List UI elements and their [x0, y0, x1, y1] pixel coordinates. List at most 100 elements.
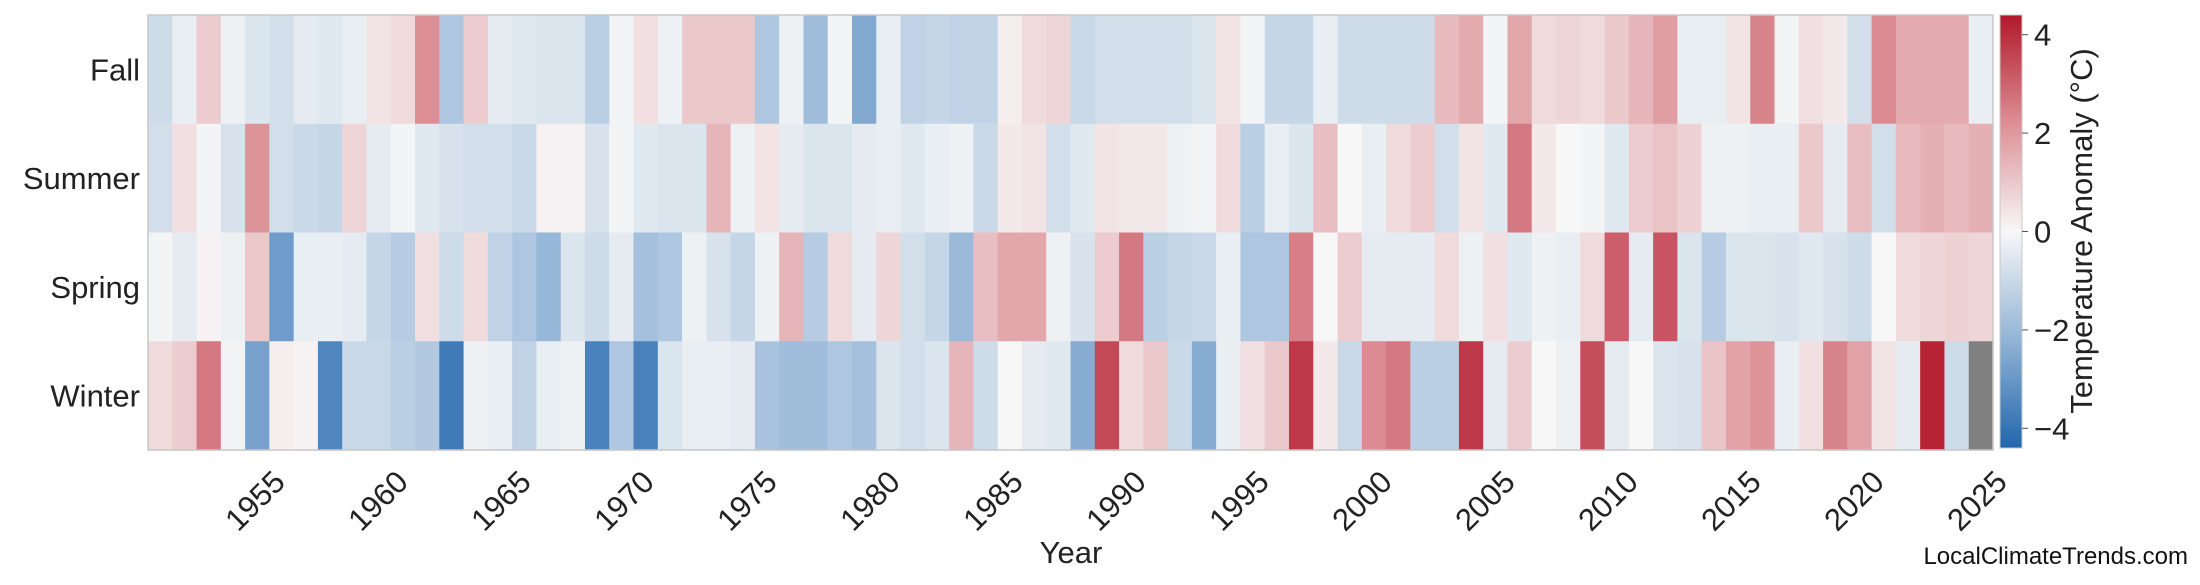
heatmap-cell	[293, 15, 319, 125]
heatmap-cell	[415, 123, 440, 234]
heatmap-cell	[1216, 341, 1242, 451]
heatmap-cell	[148, 232, 173, 342]
heatmap-cell	[1216, 232, 1242, 342]
heatmap-cell	[706, 341, 732, 451]
heatmap-cell	[1725, 232, 1751, 342]
heatmap-cell	[1725, 123, 1751, 234]
heatmap-cell	[415, 341, 440, 451]
heatmap-cell	[1288, 123, 1314, 234]
heatmap-cell	[1968, 123, 1994, 234]
heatmap-cell	[1021, 15, 1047, 125]
heatmap-cell	[657, 15, 683, 125]
heatmap-cell	[1628, 232, 1654, 342]
heatmap-cell	[1119, 341, 1144, 451]
heatmap-cell	[1458, 341, 1484, 451]
heatmap-cell	[852, 123, 877, 234]
heatmap-cell	[390, 341, 416, 451]
heatmap-cell	[1920, 15, 1946, 125]
heatmap-cell	[1701, 15, 1727, 125]
heatmap-cell	[900, 15, 926, 125]
heatmap-cell	[1750, 341, 1776, 451]
heatmap-cell	[1944, 15, 1970, 125]
heatmap-cell	[609, 15, 635, 125]
heatmap-cell	[269, 123, 295, 234]
heatmap-cell	[1240, 123, 1266, 234]
heatmap-cell	[1021, 232, 1047, 342]
heatmap-cell	[1750, 123, 1776, 234]
heatmap-cell	[1143, 341, 1169, 451]
heatmap-cell	[1167, 232, 1193, 342]
heatmap-cell	[1361, 232, 1387, 342]
heatmap-cell	[1337, 341, 1363, 451]
heatmap-cell	[633, 232, 659, 342]
heatmap-cell	[1361, 123, 1387, 234]
heatmap-cell	[1556, 15, 1581, 125]
heatmap-cell	[657, 232, 683, 342]
heatmap-cell	[1191, 123, 1217, 234]
colorbar-tick-labels: 4 2 0 −2 −4	[2022, 18, 2069, 446]
heatmap-cell	[1823, 232, 1848, 342]
heatmap-cell	[609, 123, 635, 234]
heatmap-cell	[876, 123, 902, 234]
heatmap-cell	[1920, 232, 1946, 342]
heatmap-cell	[196, 123, 222, 234]
heatmap-cell	[1774, 123, 1800, 234]
heatmap-cell	[1701, 232, 1727, 342]
heatmap-cell	[1410, 232, 1436, 342]
heatmap-cell	[852, 232, 877, 342]
heatmap-cell	[1046, 123, 1072, 234]
heatmap-cell	[366, 232, 392, 342]
heatmap-cell	[390, 15, 416, 125]
heatmap-cell	[1313, 341, 1339, 451]
x-tick-label: 2015	[1694, 464, 1768, 538]
heatmap-cell	[1725, 15, 1751, 125]
heatmap-cell	[1580, 232, 1606, 342]
heatmap-cell	[560, 15, 586, 125]
x-tick-label: 2010	[1571, 464, 1645, 538]
heatmap-cell	[730, 123, 756, 234]
x-tick-label: 2005	[1448, 464, 1522, 538]
heatmap-cell	[1871, 341, 1897, 451]
heatmap-cell	[1750, 232, 1776, 342]
heatmap-cell	[1895, 341, 1921, 451]
heatmap-cell	[1604, 232, 1630, 342]
heatmap-cell	[1531, 232, 1557, 342]
heatmap-cell	[220, 123, 246, 234]
heatmap-cell	[1507, 232, 1533, 342]
heatmap-cell	[633, 15, 659, 125]
heatmap-cell	[682, 15, 707, 125]
heatmap-cell	[1968, 232, 1994, 342]
colorbar-tick-label: 2	[2034, 116, 2051, 151]
heatmap-cell	[1046, 232, 1072, 342]
heatmap-cell	[366, 341, 392, 451]
heatmap-cell	[1434, 232, 1460, 342]
heatmap-cell	[730, 232, 756, 342]
heatmap-cell	[1653, 232, 1679, 342]
heatmap-cell	[245, 123, 270, 234]
heatmap-cell	[1191, 232, 1217, 342]
heatmap-cell	[1337, 232, 1363, 342]
heatmap-cell	[342, 232, 368, 342]
heatmap-cell	[1531, 341, 1557, 451]
heatmap-cell	[439, 15, 465, 125]
heatmap-cell	[876, 341, 902, 451]
heatmap-cell	[1094, 123, 1120, 234]
heatmap-cell	[779, 15, 805, 125]
heatmap-cell	[536, 15, 562, 125]
heatmap-cell	[1143, 123, 1169, 234]
heatmap-cell	[1410, 15, 1436, 125]
heatmap-cell	[609, 341, 635, 451]
heatmap-cell	[1240, 15, 1266, 125]
x-tick-label: 2025	[1940, 464, 2014, 538]
heatmap-cell	[682, 341, 707, 451]
heatmap-cell	[536, 123, 562, 234]
heatmap-cell	[1920, 123, 1946, 234]
heatmap-cell	[657, 341, 683, 451]
heatmap-cell	[390, 123, 416, 234]
heatmap-cell	[245, 15, 270, 125]
heatmap-cell	[560, 123, 586, 234]
heatmap-cell	[1264, 15, 1290, 125]
row-label: Fall	[90, 52, 140, 87]
heatmap-cell	[487, 15, 513, 125]
